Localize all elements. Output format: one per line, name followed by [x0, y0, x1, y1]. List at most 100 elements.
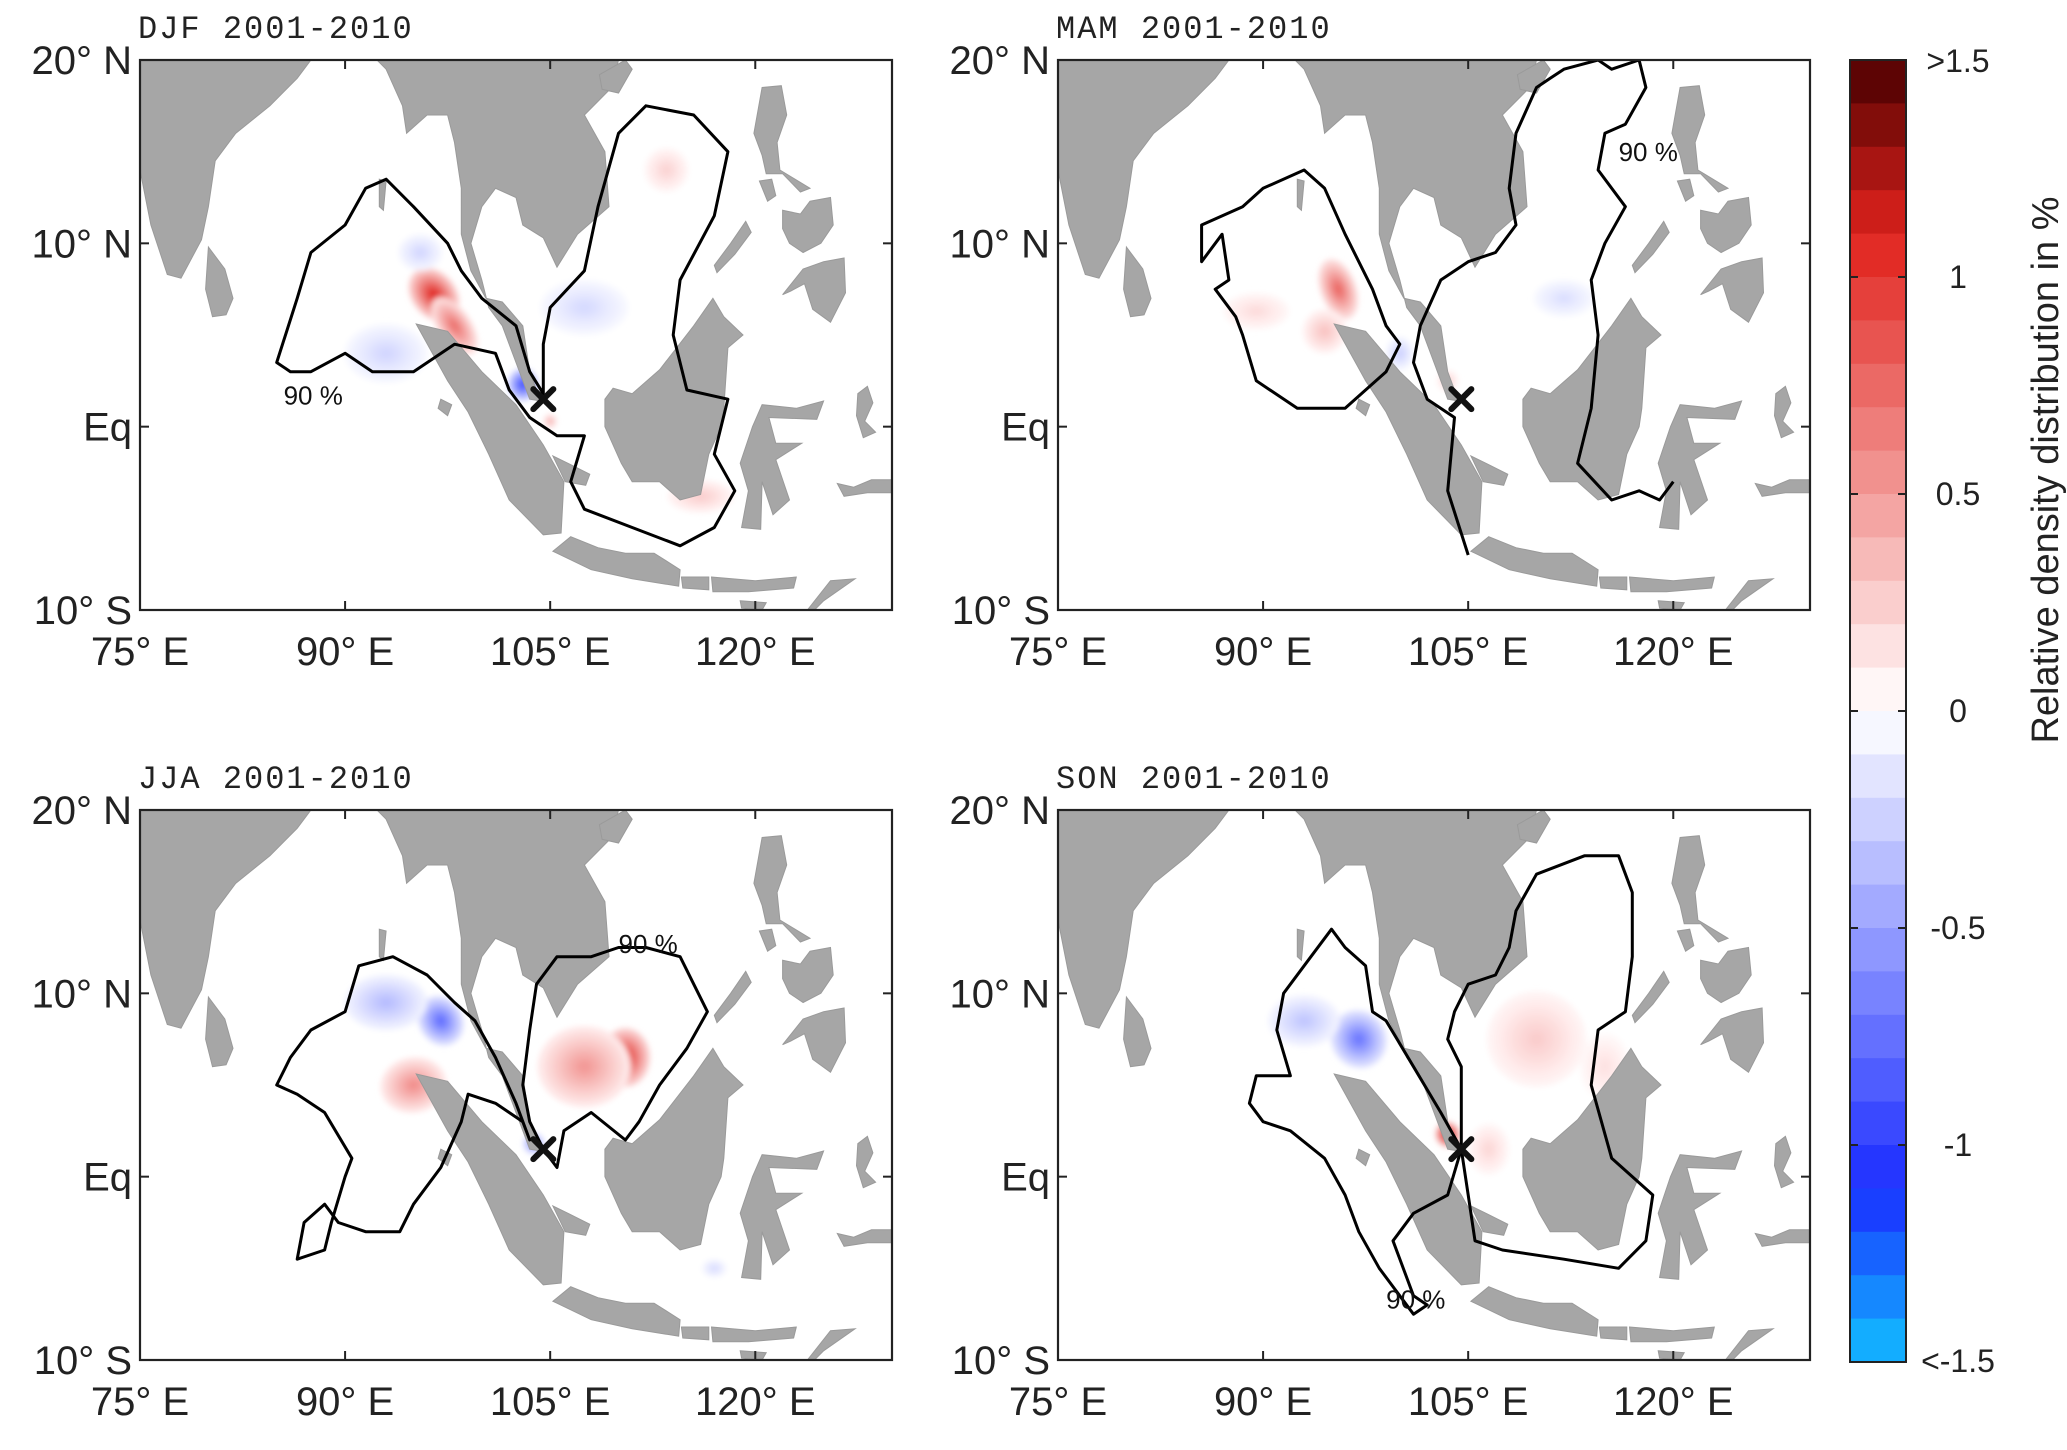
- anomaly-blob: [1268, 995, 1340, 1047]
- colorbar-segment: [1850, 363, 1906, 408]
- land-sulawesi: [1657, 400, 1743, 530]
- land-halmahera: [1773, 1135, 1795, 1189]
- contour-90-line: [1200, 168, 1402, 410]
- land-mindoro: [758, 928, 777, 952]
- anomaly-blob: [1318, 259, 1359, 320]
- land-india: [1058, 60, 1230, 279]
- land-sri-lanka: [1123, 995, 1152, 1068]
- colorbar-segment: [1850, 537, 1906, 582]
- land-mindanao: [782, 1007, 847, 1073]
- colorbar-segment: [1850, 450, 1906, 495]
- x-marker-icon: [1448, 386, 1475, 413]
- land-sumbawa-flores: [1628, 576, 1715, 593]
- anomaly-blob: [543, 413, 558, 429]
- contour-90-line: [1446, 854, 1655, 1270]
- land-halmahera: [1773, 385, 1795, 439]
- contour-90-line: [275, 955, 532, 1261]
- land-sulawesi: [739, 400, 825, 530]
- anomaly-blob: [380, 1057, 447, 1113]
- contour-label: 90 %: [1386, 1285, 1445, 1315]
- land-sulawesi: [1657, 1150, 1743, 1280]
- colorbar-segment: [1850, 754, 1906, 799]
- lat-tick-label: 10° S: [952, 1339, 1050, 1383]
- land-indochina: [351, 60, 620, 402]
- anomaly-blob: [1468, 1123, 1510, 1175]
- land-indochina: [1269, 60, 1538, 402]
- anomaly-blob: [417, 996, 464, 1046]
- land-buru-seram: [836, 479, 892, 497]
- lat-tick-label: Eq: [1001, 406, 1050, 450]
- lon-tick-label: 120° E: [695, 630, 816, 674]
- colorbar-segment: [1850, 1318, 1906, 1363]
- lat-tick-label: 10° S: [952, 589, 1050, 633]
- anomaly-blob: [1302, 309, 1347, 354]
- land-buru-seram: [836, 1229, 892, 1247]
- colorbar-tick-label: >1.5: [1926, 43, 1989, 79]
- anomaly-blob: [431, 297, 478, 355]
- landmass-layer: [1058, 810, 1810, 1360]
- land-sumbawa-flores: [710, 1326, 797, 1343]
- land-andaman: [378, 178, 387, 212]
- map-area: 90 %: [1058, 60, 1810, 610]
- land-nias-mentawai: [437, 398, 453, 417]
- landmass-layer: [1058, 60, 1810, 610]
- land-timor: [806, 578, 857, 610]
- map-frame: [138, 808, 894, 1362]
- colorbar-segment: [1850, 1101, 1906, 1146]
- colorbar-segment: [1850, 884, 1906, 929]
- map-frame: [138, 58, 894, 612]
- contour-90-line: [275, 104, 737, 548]
- land-timor: [806, 1328, 857, 1360]
- land-sumbawa-flores: [1628, 1326, 1715, 1343]
- land-taiwan: [758, 0, 781, 25]
- colorbar-segment: [1850, 1188, 1906, 1233]
- land-luzon: [753, 835, 812, 943]
- lon-tick-label: 90° E: [296, 630, 394, 674]
- colorbar-segment: [1850, 407, 1906, 452]
- anomaly-blob: [1487, 991, 1586, 1087]
- land-hainan: [598, 60, 633, 94]
- x-marker-icon: [530, 1136, 557, 1163]
- land-bali-lombok: [680, 576, 710, 591]
- contour-label: 90 %: [284, 381, 343, 411]
- land-timor: [1724, 578, 1775, 610]
- land-taiwan: [758, 718, 781, 775]
- lat-tick-label: Eq: [83, 1156, 132, 1200]
- land-hainan: [598, 810, 633, 844]
- lat-tick-label: Eq: [83, 406, 132, 450]
- land-sumba: [1657, 1350, 1686, 1360]
- lon-tick-label: 75° E: [91, 630, 189, 674]
- land-luzon: [1671, 835, 1730, 943]
- land-buru-seram: [1754, 479, 1810, 497]
- colorbar-segment: [1850, 277, 1906, 321]
- land-sumatra: [1333, 323, 1483, 536]
- lon-tick-label: 75° E: [1009, 1380, 1107, 1424]
- land-java: [1469, 1286, 1599, 1337]
- colorbar-segment: [1850, 1058, 1906, 1103]
- colorbar-segment: [1850, 1014, 1906, 1059]
- colorbar-segment: [1850, 928, 1906, 972]
- land-bangka-belitung: [1469, 1204, 1509, 1236]
- colorbar-segment: [1850, 103, 1906, 148]
- land-visayas: [782, 196, 834, 254]
- land-hainan: [1516, 810, 1551, 844]
- contour-90-line: [521, 946, 709, 1169]
- land-india: [140, 60, 312, 279]
- landmass-layer: [140, 718, 892, 1360]
- anomaly-blob: [1223, 292, 1290, 330]
- land-mindanao: [1700, 257, 1765, 323]
- x-marker-icon: [530, 386, 557, 413]
- colorbar-segment: [1850, 190, 1906, 235]
- colorbar-tick-label: <-1.5: [1921, 1343, 1995, 1379]
- land-mindanao: [1700, 1007, 1765, 1073]
- colorbar-segment: [1850, 320, 1906, 365]
- x-marker-icon: [1448, 1136, 1475, 1163]
- contour-label: 90 %: [1619, 137, 1678, 167]
- land-sumatra: [1333, 1073, 1483, 1286]
- colorbar-tick-label: 0: [1949, 693, 1967, 729]
- lat-tick-label: 20° N: [32, 39, 133, 83]
- land-luzon: [753, 85, 812, 193]
- land-bangka-belitung: [551, 454, 591, 486]
- anomaly-blob: [345, 324, 428, 383]
